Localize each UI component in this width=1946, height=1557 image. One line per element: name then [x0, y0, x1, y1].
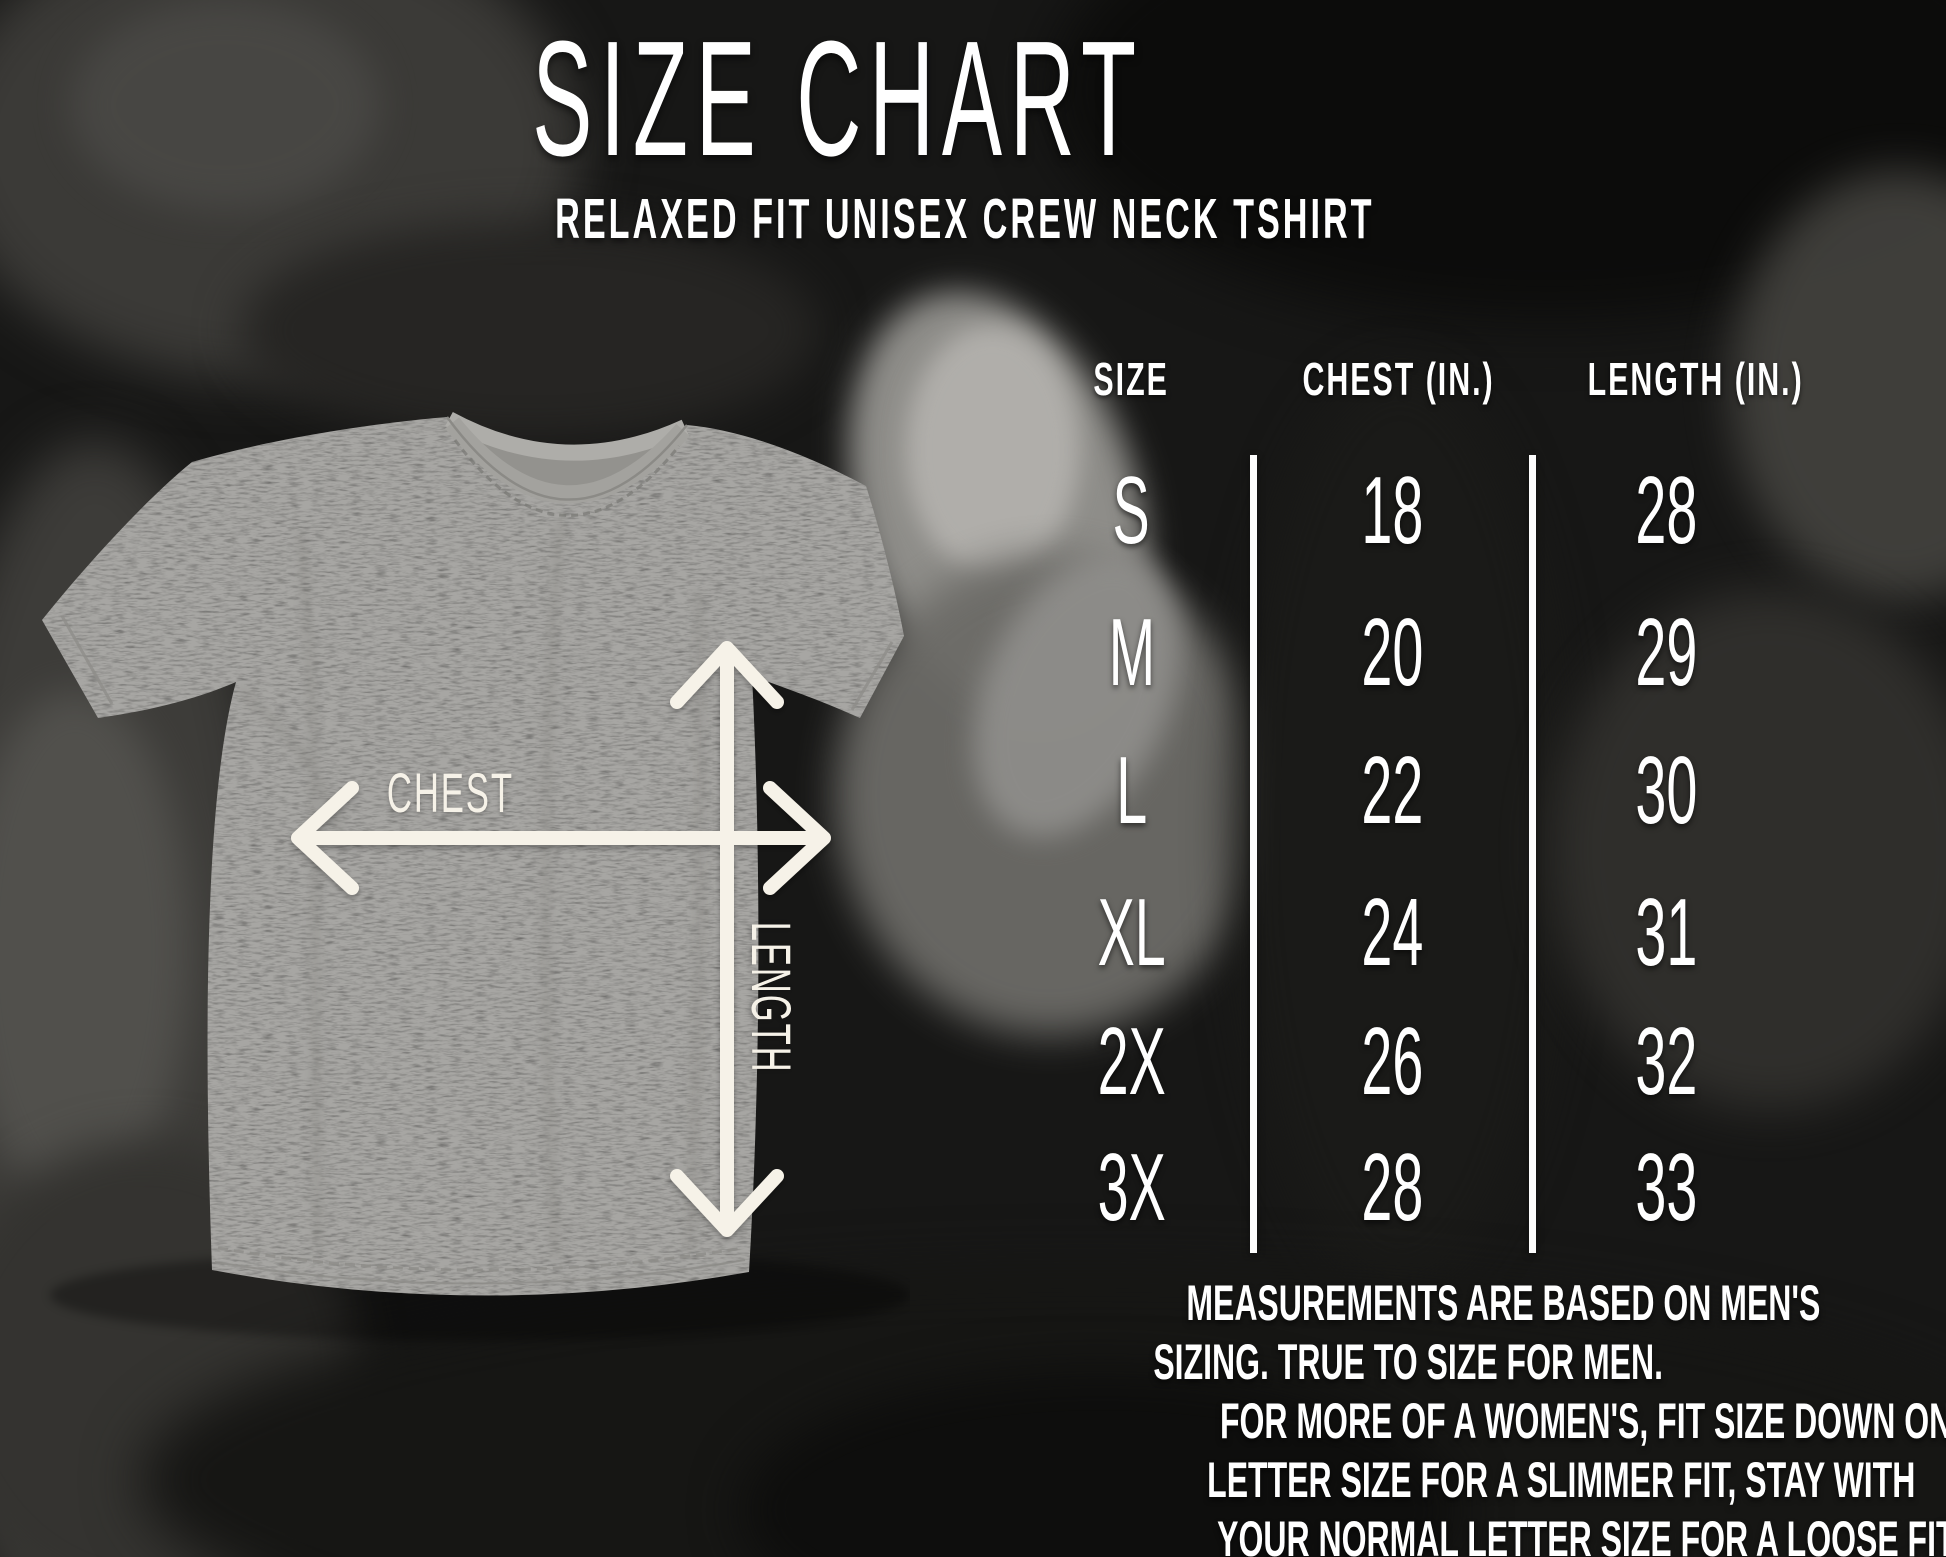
chest-cell: 28 [1361, 1134, 1424, 1241]
size-cell: 2X [1097, 1008, 1166, 1115]
size-cell: L [1116, 737, 1147, 844]
background-blob [0, 690, 190, 1210]
table-row: M 20 29 [1010, 605, 1800, 701]
collar-front-band [445, 417, 690, 504]
hem-stitches [60, 615, 894, 1285]
background-blob [1550, 590, 1946, 1110]
table-header-chest: CHEST (IN.) [1302, 353, 1495, 405]
chest-cell: 22 [1361, 737, 1424, 844]
chest-cell: 24 [1361, 879, 1424, 986]
background-blob [70, 0, 380, 210]
table-row: L 22 30 [1010, 743, 1800, 839]
table-divider-right [1529, 455, 1536, 1253]
chest-arrow [291, 781, 831, 895]
length-cell: 32 [1635, 1008, 1697, 1115]
tshirt-graphic [42, 411, 910, 1341]
size-cell: S [1112, 457, 1151, 564]
chest-cell: 26 [1361, 1008, 1424, 1115]
sizing-note: MEASUREMENTS ARE BASED ON MEN'S SIZING. … [1008, 1274, 1946, 1557]
size-cell: 3X [1097, 1134, 1166, 1241]
length-cell: 33 [1635, 1134, 1697, 1241]
page-subtitle: RELAXED FIT UNISEX CREW NECK TSHIRT [555, 187, 1375, 251]
size-table: SIZE CHEST (IN.) LENGTH (IN.) S 18 28 M … [1010, 352, 1804, 1272]
chest-cell: 20 [1361, 599, 1424, 706]
table-row: 3X 28 33 [1010, 1140, 1800, 1236]
page-title: SIZE CHART [532, 7, 1144, 190]
table-row: S 18 28 [1010, 463, 1800, 559]
table-header-row: SIZE CHEST (IN.) LENGTH (IN.) [1010, 352, 1804, 406]
collar-stitch [453, 439, 681, 517]
table-row: XL 24 31 [1010, 885, 1800, 981]
note-line: SIZING. TRUE TO SIZE FOR MEN. [1153, 1334, 1663, 1390]
table-header-size: SIZE [1093, 353, 1170, 405]
note-line: FOR MORE OF A WOMEN'S, FIT SIZE DOWN ONE [1219, 1393, 1946, 1449]
size-cell: M [1108, 599, 1155, 706]
note-line: YOUR NORMAL LETTER SIZE FOR A LOOSE FIT. [1217, 1511, 1946, 1557]
collar-back-band [445, 411, 689, 461]
length-cell: 28 [1635, 457, 1697, 564]
chest-arrow-label: CHEST [386, 761, 514, 824]
note-line: MEASUREMENTS ARE BASED ON MEN'S [1186, 1275, 1821, 1331]
background-blob [905, 325, 1080, 575]
length-arrow [670, 641, 784, 1237]
note-line: LETTER SIZE FOR A SLIMMER FIT, STAY WITH [1207, 1452, 1916, 1508]
length-cell: 31 [1635, 879, 1697, 986]
background-blob [240, 220, 820, 440]
length-cell: 29 [1635, 599, 1697, 706]
neckline-edge [445, 416, 688, 501]
length-arrow-label: LENGTH [740, 922, 803, 1074]
background-blob [1235, 370, 1565, 1290]
table-header-length: LENGTH (IN.) [1587, 353, 1804, 405]
size-cell: XL [1097, 879, 1166, 986]
table-row: 2X 26 32 [1010, 1014, 1800, 1110]
table-divider-left [1250, 455, 1257, 1253]
chest-cell: 18 [1361, 457, 1424, 564]
length-cell: 30 [1635, 737, 1697, 844]
